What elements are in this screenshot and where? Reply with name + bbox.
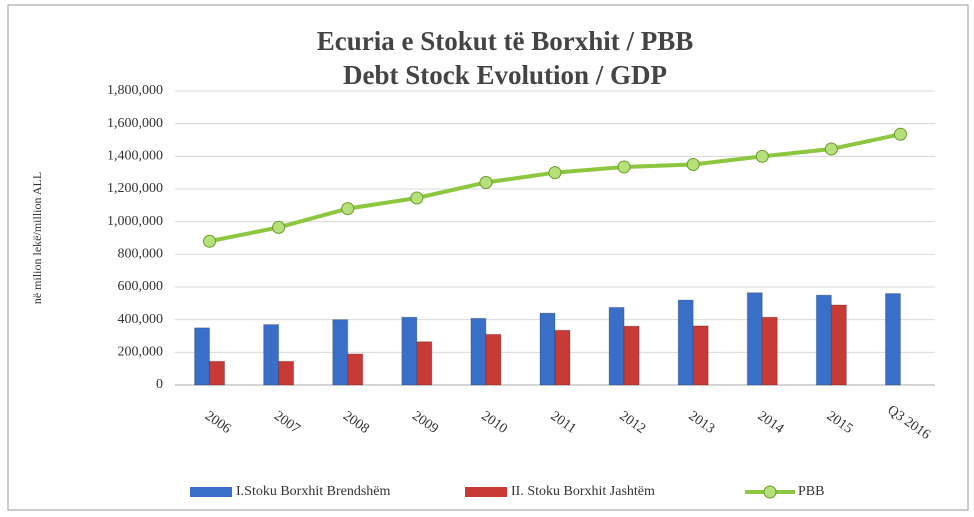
bar xyxy=(539,312,556,386)
bar xyxy=(470,317,487,386)
bar xyxy=(692,325,709,386)
bar xyxy=(209,360,226,386)
y-tick-label: 1,600,000 xyxy=(107,116,163,131)
y-tick-label: 1,200,000 xyxy=(107,181,163,196)
legend-swatch xyxy=(763,485,777,499)
legend-label: II. Stoku Borxhit Jashtëm xyxy=(511,484,655,499)
legend-label: I.Stoku Borxhit Brendshëm xyxy=(236,484,390,499)
y-tick-label: 0 xyxy=(156,377,163,392)
legend-swatch xyxy=(190,487,232,497)
line-marker xyxy=(272,220,286,234)
bar xyxy=(815,294,832,386)
y-tick-label: 200,000 xyxy=(118,345,164,360)
y-tick-label: 1,000,000 xyxy=(107,214,163,229)
bar xyxy=(884,293,901,386)
bar xyxy=(401,316,418,386)
bar xyxy=(830,304,847,386)
bar xyxy=(485,333,502,386)
y-tick-label: 600,000 xyxy=(118,279,164,294)
line-marker xyxy=(824,142,838,156)
y-tick-label: 1,400,000 xyxy=(107,149,163,164)
y-axis-label: në milion lekë/million ALL xyxy=(30,172,44,304)
bar xyxy=(761,316,778,386)
bar xyxy=(746,292,763,386)
bar xyxy=(278,360,295,386)
bar xyxy=(347,353,364,386)
line-marker xyxy=(686,158,700,171)
line-marker xyxy=(893,127,907,141)
bar xyxy=(332,319,349,386)
chart-title: Debt Stock Evolution / GDP xyxy=(343,60,667,90)
line-marker xyxy=(341,202,355,216)
chart-frame xyxy=(7,4,969,511)
line-marker xyxy=(203,234,217,248)
line-marker xyxy=(548,166,562,180)
y-tick-label: 1,800,000 xyxy=(107,83,163,98)
bar xyxy=(623,325,640,386)
chart-title: Ecuria e Stokut të Borxhit / PBB xyxy=(317,26,694,56)
bar xyxy=(416,341,433,386)
legend-swatch xyxy=(465,487,507,497)
bar xyxy=(677,299,694,386)
line-marker xyxy=(479,175,493,189)
bar xyxy=(194,327,211,386)
y-tick-label: 400,000 xyxy=(118,312,164,327)
legend-label: PBB xyxy=(798,484,824,499)
y-tick-label: 800,000 xyxy=(118,247,164,262)
bar xyxy=(263,324,280,386)
line-marker xyxy=(755,149,769,163)
line-marker xyxy=(410,191,424,205)
bar xyxy=(608,306,625,386)
line-marker xyxy=(617,160,631,174)
bar xyxy=(554,329,571,386)
